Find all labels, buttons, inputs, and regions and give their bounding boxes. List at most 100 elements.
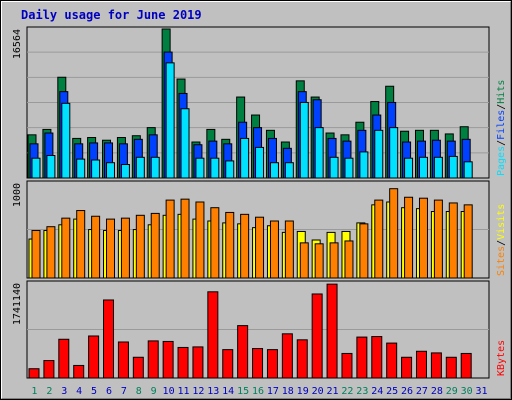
sites-bar — [314, 243, 324, 279]
day-label-10: 10 — [163, 386, 175, 397]
pages-bar — [314, 127, 324, 179]
kbytes-legend-item: KBytes — [496, 340, 507, 376]
sites-bar — [31, 230, 41, 279]
kbytes-bar — [162, 340, 174, 379]
day-label-12: 12 — [192, 386, 204, 397]
pages-bar — [404, 157, 414, 179]
sites-bar — [448, 202, 458, 279]
hits-legend-item: Hits — [496, 80, 507, 104]
pages-bar — [165, 62, 175, 179]
day-label-15: 15 — [237, 386, 249, 397]
sites-bar — [359, 223, 369, 279]
pages-bar — [374, 129, 384, 179]
sites-bar — [61, 217, 71, 279]
pages-bar — [359, 151, 369, 179]
sites-bar — [225, 211, 235, 279]
kbytes-ymax-label: 1741140 — [12, 283, 23, 325]
day-label-28: 28 — [431, 386, 443, 397]
visits-legend-item: Sites — [496, 246, 507, 276]
day-label-29: 29 — [446, 386, 458, 397]
pages-bar — [210, 157, 220, 179]
pages-bar — [240, 137, 250, 179]
kbytes-bar — [252, 348, 264, 379]
kbytes-bar — [311, 293, 323, 379]
sites-bar — [180, 198, 190, 279]
kbytes-bar — [88, 335, 100, 379]
hits-legend-separator: / — [496, 104, 507, 110]
kbytes-bar — [207, 291, 219, 379]
kbytes-bar — [356, 336, 368, 379]
hits-legend-item: Files — [496, 110, 507, 140]
day-label-2: 2 — [46, 386, 52, 397]
kbytes-bar — [117, 341, 129, 379]
kbytes-bar — [73, 364, 85, 379]
sites-bar — [344, 240, 354, 279]
day-label-6: 6 — [106, 386, 112, 397]
pages-bar — [448, 155, 458, 179]
sites-bar — [150, 212, 160, 279]
pages-bar — [106, 162, 116, 179]
sites-bar — [195, 201, 205, 279]
kbytes-legend: KBytes — [496, 340, 507, 376]
pages-bar — [418, 156, 428, 179]
kbytes-bar — [430, 352, 442, 379]
chart-title: Daily usage for June 2019 — [21, 8, 202, 22]
pages-bar — [344, 157, 354, 179]
kbytes-bar — [43, 360, 55, 379]
kbytes-bar — [371, 336, 383, 379]
day-label-22: 22 — [341, 386, 353, 397]
kbytes-bar — [460, 352, 472, 379]
hits-ymax-label: 16564 — [12, 29, 23, 59]
sites-bar — [91, 215, 101, 279]
sites-bar — [329, 242, 339, 279]
kbytes-bar — [103, 299, 115, 379]
day-label-24: 24 — [371, 386, 383, 397]
sites-bar — [404, 196, 414, 279]
kbytes-bar — [58, 338, 70, 379]
sites-bar — [255, 216, 265, 279]
day-label-17: 17 — [267, 386, 279, 397]
pages-bar — [135, 156, 145, 179]
kbytes-bar — [177, 346, 189, 379]
pages-bar — [91, 159, 101, 179]
pages-bar — [120, 164, 130, 179]
kbytes-bar — [401, 356, 413, 379]
day-label-20: 20 — [312, 386, 324, 397]
hits-legend: Pages/Files/Hits — [496, 80, 507, 176]
day-label-9: 9 — [151, 386, 157, 397]
sites-bar — [433, 199, 443, 279]
pages-bar — [225, 160, 235, 179]
sites-bar — [210, 207, 220, 279]
hits-legend-item: Pages — [496, 146, 507, 176]
kbytes-bar — [222, 349, 234, 379]
sites-bar — [46, 226, 56, 279]
kbytes-bar — [237, 325, 249, 379]
pages-bar — [195, 157, 205, 179]
pages-bar — [150, 156, 160, 179]
sites-bar — [135, 214, 145, 279]
day-label-23: 23 — [356, 386, 368, 397]
day-label-26: 26 — [401, 386, 413, 397]
sites-bar — [463, 204, 473, 279]
sites-bar — [106, 218, 116, 279]
kbytes-bar — [386, 342, 398, 379]
day-label-3: 3 — [61, 386, 67, 397]
kbytes-bar — [326, 283, 338, 379]
pages-bar — [31, 157, 41, 179]
pages-bar — [389, 127, 399, 179]
kbytes-bar — [266, 349, 278, 379]
visits-legend: Sites/Visits — [496, 204, 507, 276]
day-label-19: 19 — [297, 386, 309, 397]
kbytes-bar — [296, 339, 308, 379]
sites-bar — [374, 199, 384, 279]
day-label-27: 27 — [416, 386, 428, 397]
visits-legend-item: Visits — [496, 204, 507, 240]
kbytes-bar — [192, 346, 204, 379]
visits-ymax-label: 1000 — [12, 183, 23, 207]
kbytes-bar — [28, 368, 40, 379]
pages-bar — [329, 156, 339, 179]
day-label-5: 5 — [91, 386, 97, 397]
day-label-1: 1 — [31, 386, 37, 397]
